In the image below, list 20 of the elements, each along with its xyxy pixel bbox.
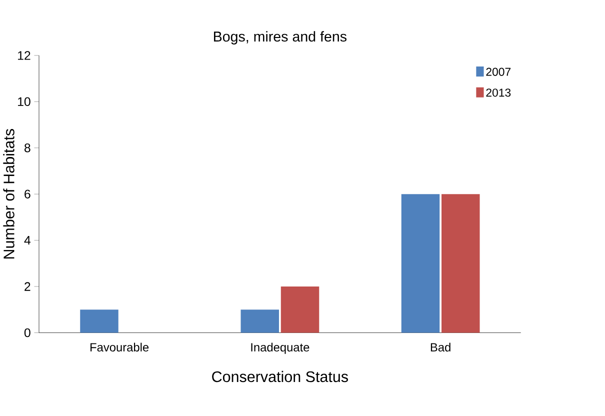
y-tick-label: 2 — [24, 282, 30, 291]
x-tick-label: Inadequate — [251, 342, 310, 354]
legend-label: 2013 — [486, 88, 511, 97]
y-tick-label: 0 — [24, 328, 30, 338]
y-tick-label: 12 — [18, 51, 30, 60]
legend-label: 2007 — [486, 68, 511, 76]
x-axis-title: Conservation Status — [212, 370, 348, 382]
y-tick-label: 4 — [24, 236, 30, 245]
y-tick-label: 10 — [18, 97, 30, 106]
bar — [80, 310, 118, 333]
chart-title: Bogs, mires and fens — [214, 31, 346, 44]
y-axis-title: Number of Habitats — [3, 129, 14, 259]
y-tick-label: 8 — [24, 144, 30, 152]
y-tick-label: 6 — [24, 190, 30, 199]
bar — [442, 194, 480, 333]
bar — [240, 310, 279, 333]
x-tick-label: Bad — [430, 342, 450, 352]
bar — [401, 194, 440, 333]
bar — [280, 286, 320, 333]
x-tick-label: Favourable — [90, 342, 149, 352]
